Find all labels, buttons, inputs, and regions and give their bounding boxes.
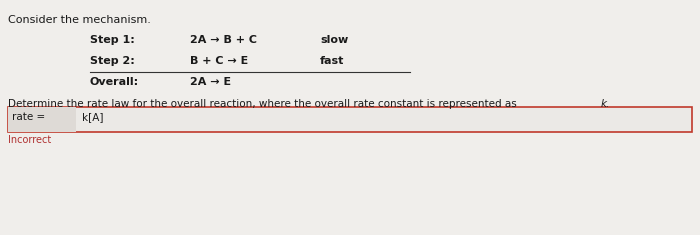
Text: Consider the mechanism.: Consider the mechanism. <box>8 15 151 25</box>
Text: Determine the rate law for the overall reaction, where the overall rate constant: Determine the rate law for the overall r… <box>8 99 520 109</box>
Text: 2A → B + C: 2A → B + C <box>190 35 257 45</box>
Text: fast: fast <box>320 56 344 66</box>
Text: Step 1:: Step 1: <box>90 35 134 45</box>
FancyBboxPatch shape <box>8 107 76 132</box>
Text: Step 2:: Step 2: <box>90 56 134 66</box>
Text: B + C → E: B + C → E <box>190 56 248 66</box>
Text: Incorrect: Incorrect <box>8 135 51 145</box>
FancyBboxPatch shape <box>8 107 692 132</box>
Text: slow: slow <box>320 35 349 45</box>
Text: k[A]: k[A] <box>82 112 104 122</box>
Text: k.: k. <box>601 99 610 109</box>
Text: Overall:: Overall: <box>90 77 139 87</box>
Text: rate =: rate = <box>12 112 46 122</box>
Text: 2A → E: 2A → E <box>190 77 231 87</box>
